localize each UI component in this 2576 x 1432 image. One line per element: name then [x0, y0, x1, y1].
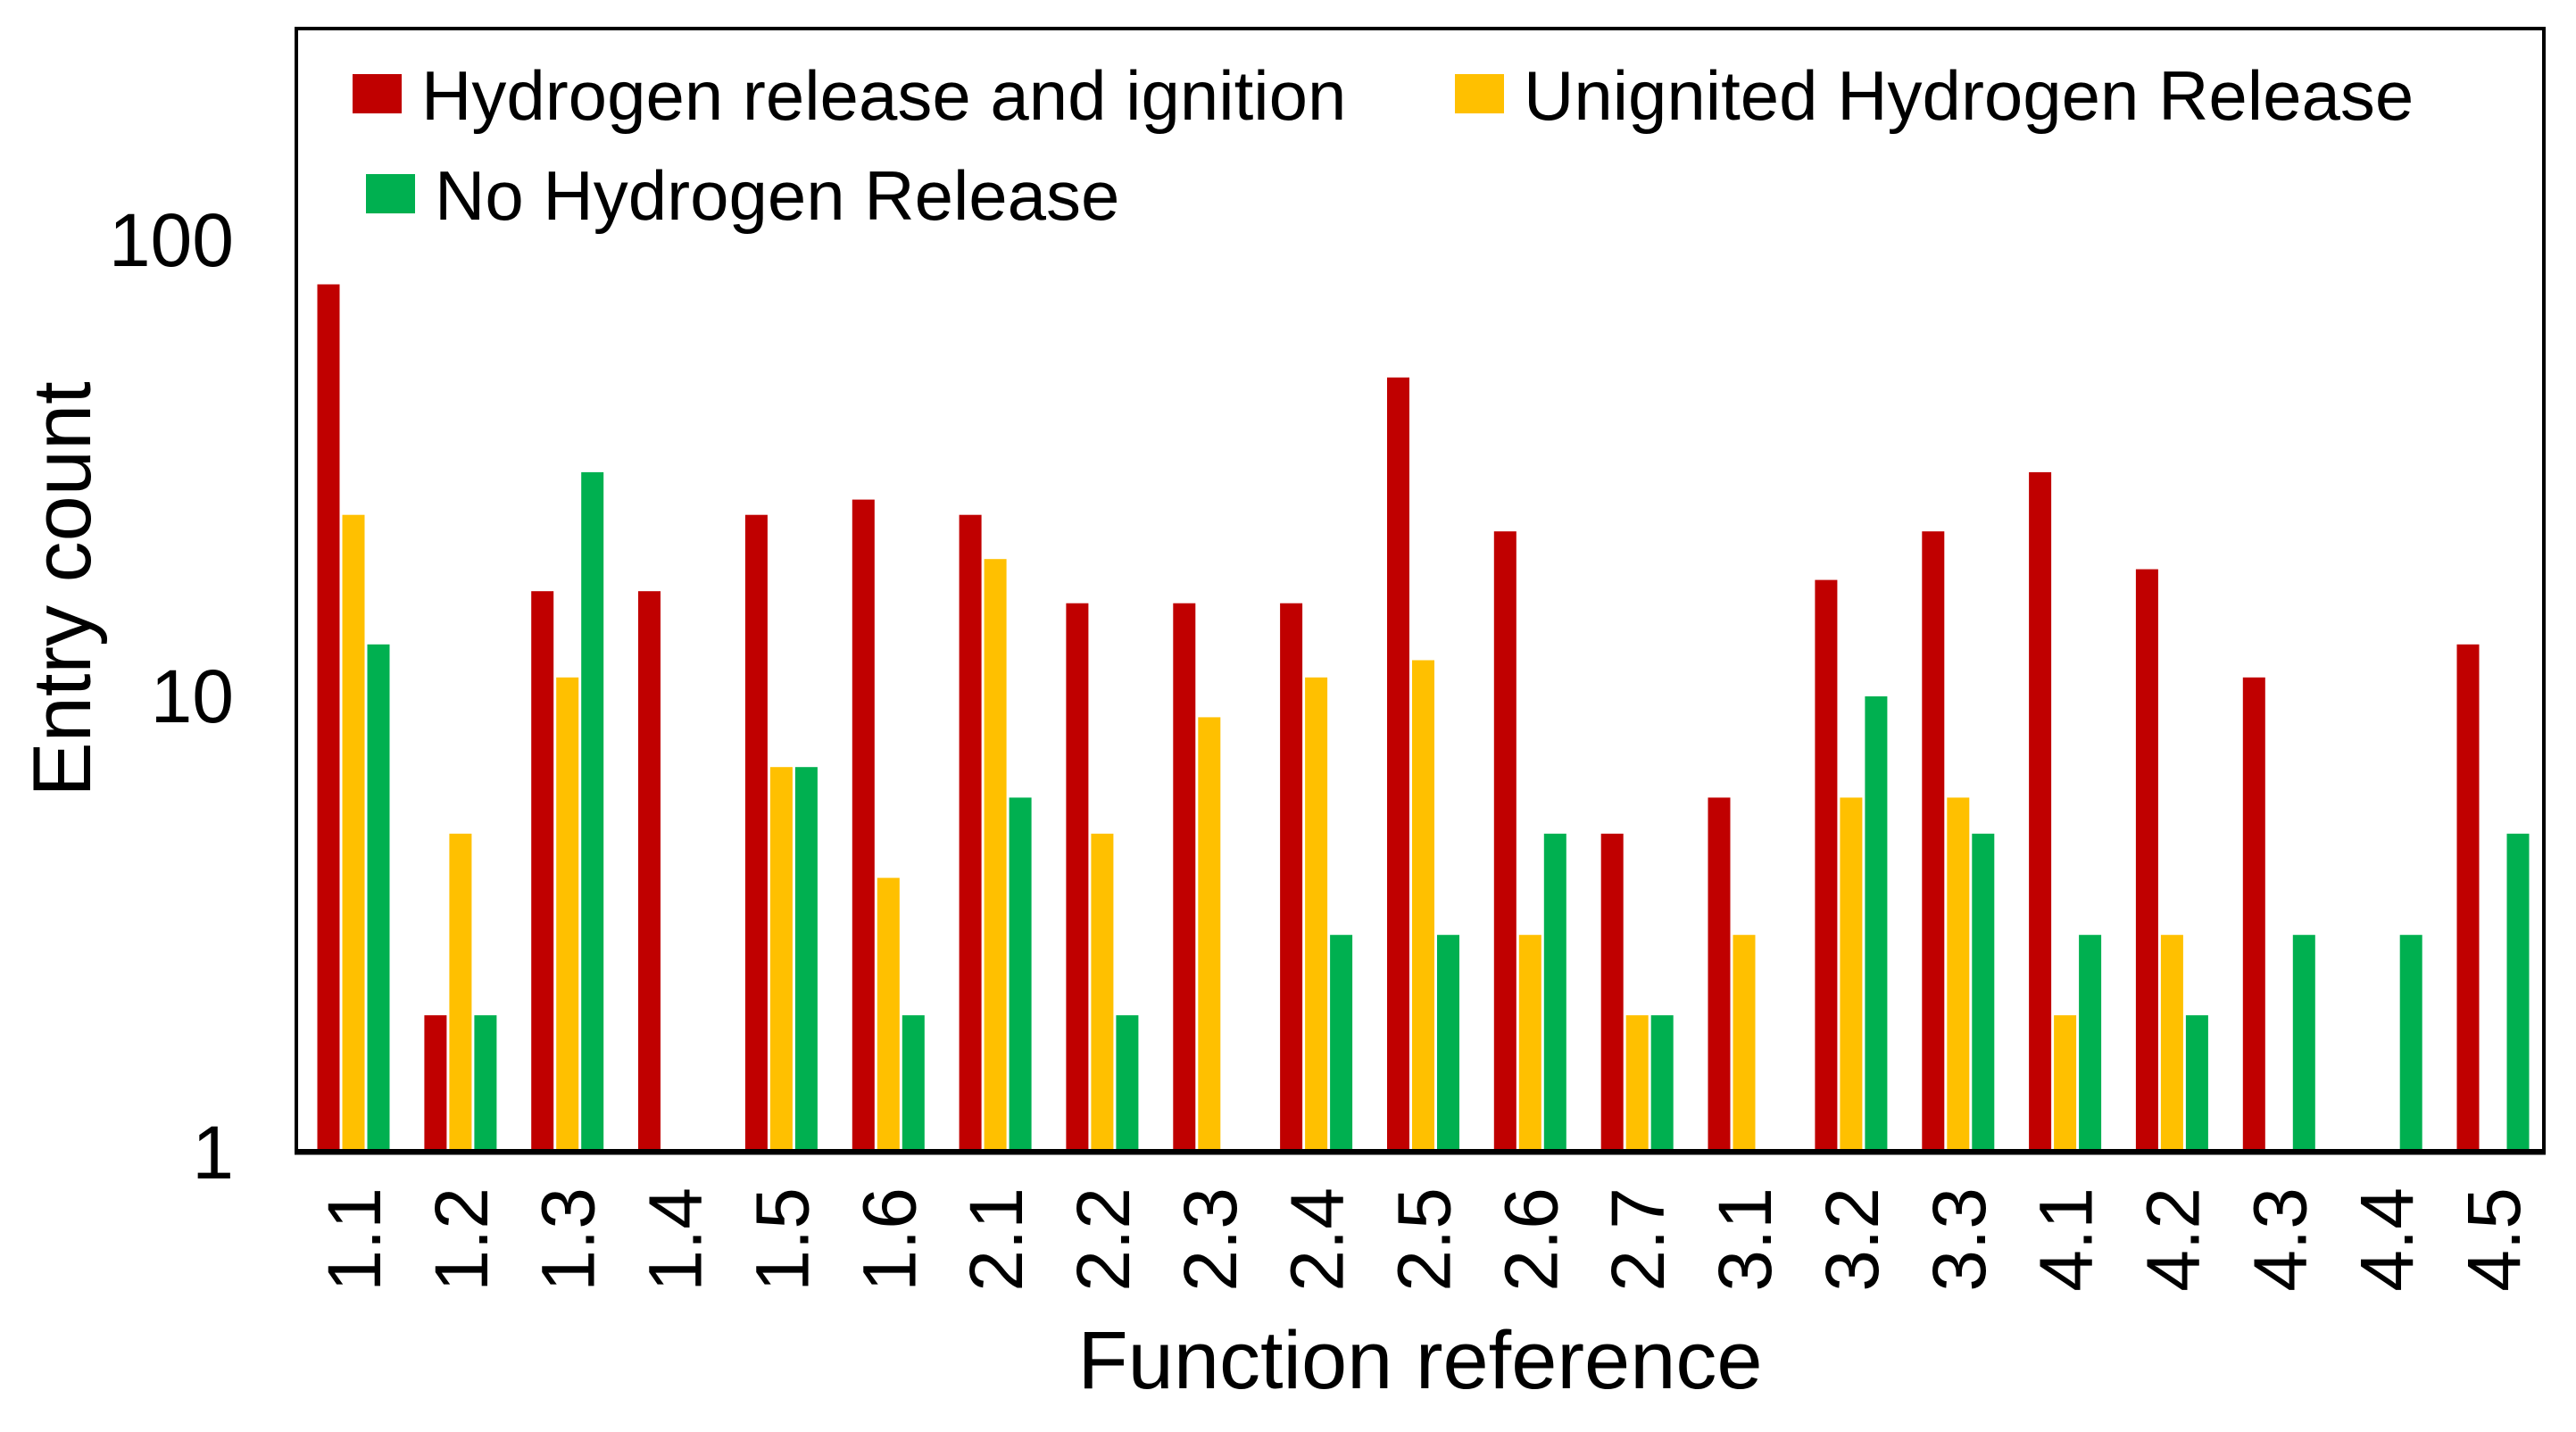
bar-ignited-release-2.4	[1280, 603, 1303, 1153]
x-tick-2.1: 2.1	[954, 1187, 1038, 1292]
bar-unignited-release-3.1	[1733, 935, 1756, 1153]
x-tick-3.2: 3.2	[1810, 1187, 1894, 1292]
bar-ignited-release-2.1	[959, 514, 982, 1153]
bar-no-release-4.1	[2079, 935, 2102, 1153]
bar-unignited-release-2.1	[984, 559, 1007, 1153]
x-tick-1.4: 1.4	[634, 1187, 718, 1292]
bar-ignited-release-2.2	[1066, 603, 1089, 1153]
x-axis-title: Function reference	[1077, 1315, 1763, 1406]
bar-unignited-release-2.2	[1091, 833, 1114, 1153]
bar-ignited-release-4.1	[2029, 471, 2052, 1153]
bar-no-release-4.5	[2506, 833, 2530, 1153]
bar-unignited-release-3.2	[1840, 797, 1863, 1153]
bar-no-release-4.3	[2292, 935, 2315, 1153]
bar-ignited-release-3.1	[1708, 797, 1731, 1153]
bar-unignited-release-1.6	[877, 878, 900, 1153]
bar-no-release-1.5	[794, 767, 818, 1153]
y-tick-100: 100	[109, 198, 234, 282]
legend-label-ignited-release: Hydrogen release and ignition	[421, 56, 1346, 135]
legend-label-no-release: No Hydrogen Release	[435, 156, 1119, 235]
bar-ignited-release-1.5	[744, 514, 768, 1153]
x-tick-1.6: 1.6	[847, 1187, 931, 1292]
bar-ignited-release-1.6	[852, 499, 875, 1153]
x-tick-1.5: 1.5	[740, 1187, 824, 1292]
x-tick-4.5: 4.5	[2452, 1187, 2536, 1292]
x-tick-3.3: 3.3	[1917, 1187, 2001, 1292]
bar-unignited-release-2.3	[1198, 717, 1221, 1153]
x-tick-2.4: 2.4	[1276, 1187, 1359, 1292]
bar-unignited-release-2.7	[1625, 1015, 1649, 1153]
bar-unignited-release-1.1	[342, 514, 365, 1153]
bar-ignited-release-1.3	[531, 591, 554, 1153]
bar-ignited-release-3.3	[1922, 531, 1945, 1153]
bar-unignited-release-4.2	[2160, 935, 2183, 1153]
bar-no-release-1.6	[902, 1015, 925, 1153]
bar-unignited-release-2.5	[1412, 660, 1434, 1153]
bar-no-release-4.2	[2185, 1015, 2208, 1153]
bar-no-release-1.3	[581, 471, 604, 1153]
bar-no-release-4.4	[2399, 935, 2422, 1153]
bar-unignited-release-2.4	[1305, 677, 1328, 1153]
bar-no-release-2.1	[1009, 797, 1032, 1153]
x-tick-1.3: 1.3	[527, 1187, 611, 1292]
bar-no-release-2.7	[1650, 1015, 1674, 1153]
x-tick-3.1: 3.1	[1703, 1187, 1787, 1292]
bar-no-release-2.2	[1116, 1015, 1139, 1153]
x-tick-2.6: 2.6	[1489, 1187, 1573, 1292]
x-tick-4.3: 4.3	[2238, 1187, 2322, 1292]
legend-swatch-ignited-release	[353, 74, 402, 113]
x-tick-2.2: 2.2	[1061, 1187, 1145, 1292]
bar-ignited-release-2.7	[1600, 833, 1624, 1153]
x-tick-2.7: 2.7	[1596, 1187, 1680, 1292]
bar-ignited-release-1.1	[317, 284, 340, 1153]
bar-no-release-2.4	[1330, 935, 1353, 1153]
bar-no-release-3.3	[1972, 833, 1995, 1153]
y-tick-10: 10	[151, 654, 234, 738]
bar-no-release-1.1	[367, 644, 390, 1153]
bar-ignited-release-1.4	[638, 591, 661, 1153]
bar-unignited-release-4.1	[2054, 1015, 2077, 1153]
bar-ignited-release-1.2	[424, 1015, 447, 1153]
x-tick-4.1: 4.1	[2024, 1187, 2108, 1292]
bar-unignited-release-1.5	[769, 767, 793, 1153]
bar-no-release-2.6	[1543, 833, 1566, 1153]
x-tick-4.4: 4.4	[2345, 1187, 2429, 1292]
bar-no-release-2.5	[1437, 935, 1459, 1153]
x-tick-4.2: 4.2	[2131, 1187, 2215, 1292]
bar-unignited-release-2.6	[1518, 935, 1541, 1153]
bar-unignited-release-1.2	[449, 833, 472, 1153]
bar-unignited-release-3.3	[1947, 797, 1970, 1153]
bar-ignited-release-2.6	[1493, 531, 1517, 1153]
bar-unignited-release-1.3	[556, 677, 579, 1153]
bar-no-release-1.2	[474, 1015, 497, 1153]
bar-ignited-release-4.5	[2456, 644, 2480, 1153]
bar-ignited-release-4.3	[2242, 677, 2265, 1153]
x-tick-1.1: 1.1	[312, 1187, 396, 1292]
bar-ignited-release-2.5	[1387, 377, 1409, 1153]
x-tick-2.5: 2.5	[1383, 1187, 1467, 1292]
x-tick-2.3: 2.3	[1168, 1187, 1252, 1292]
bar-ignited-release-2.3	[1173, 603, 1196, 1153]
y-axis-title: Entry count	[17, 381, 108, 797]
legend-swatch-no-release	[366, 174, 415, 213]
x-tick-1.2: 1.2	[420, 1187, 503, 1292]
bar-ignited-release-3.2	[1815, 579, 1838, 1153]
bar-no-release-3.2	[1865, 696, 1888, 1153]
y-tick-1: 1	[192, 1111, 234, 1195]
bar-ignited-release-4.2	[2135, 569, 2158, 1153]
legend-swatch-unignited-release	[1455, 74, 1504, 113]
legend-label-unignited-release: Unignited Hydrogen Release	[1524, 56, 2414, 135]
